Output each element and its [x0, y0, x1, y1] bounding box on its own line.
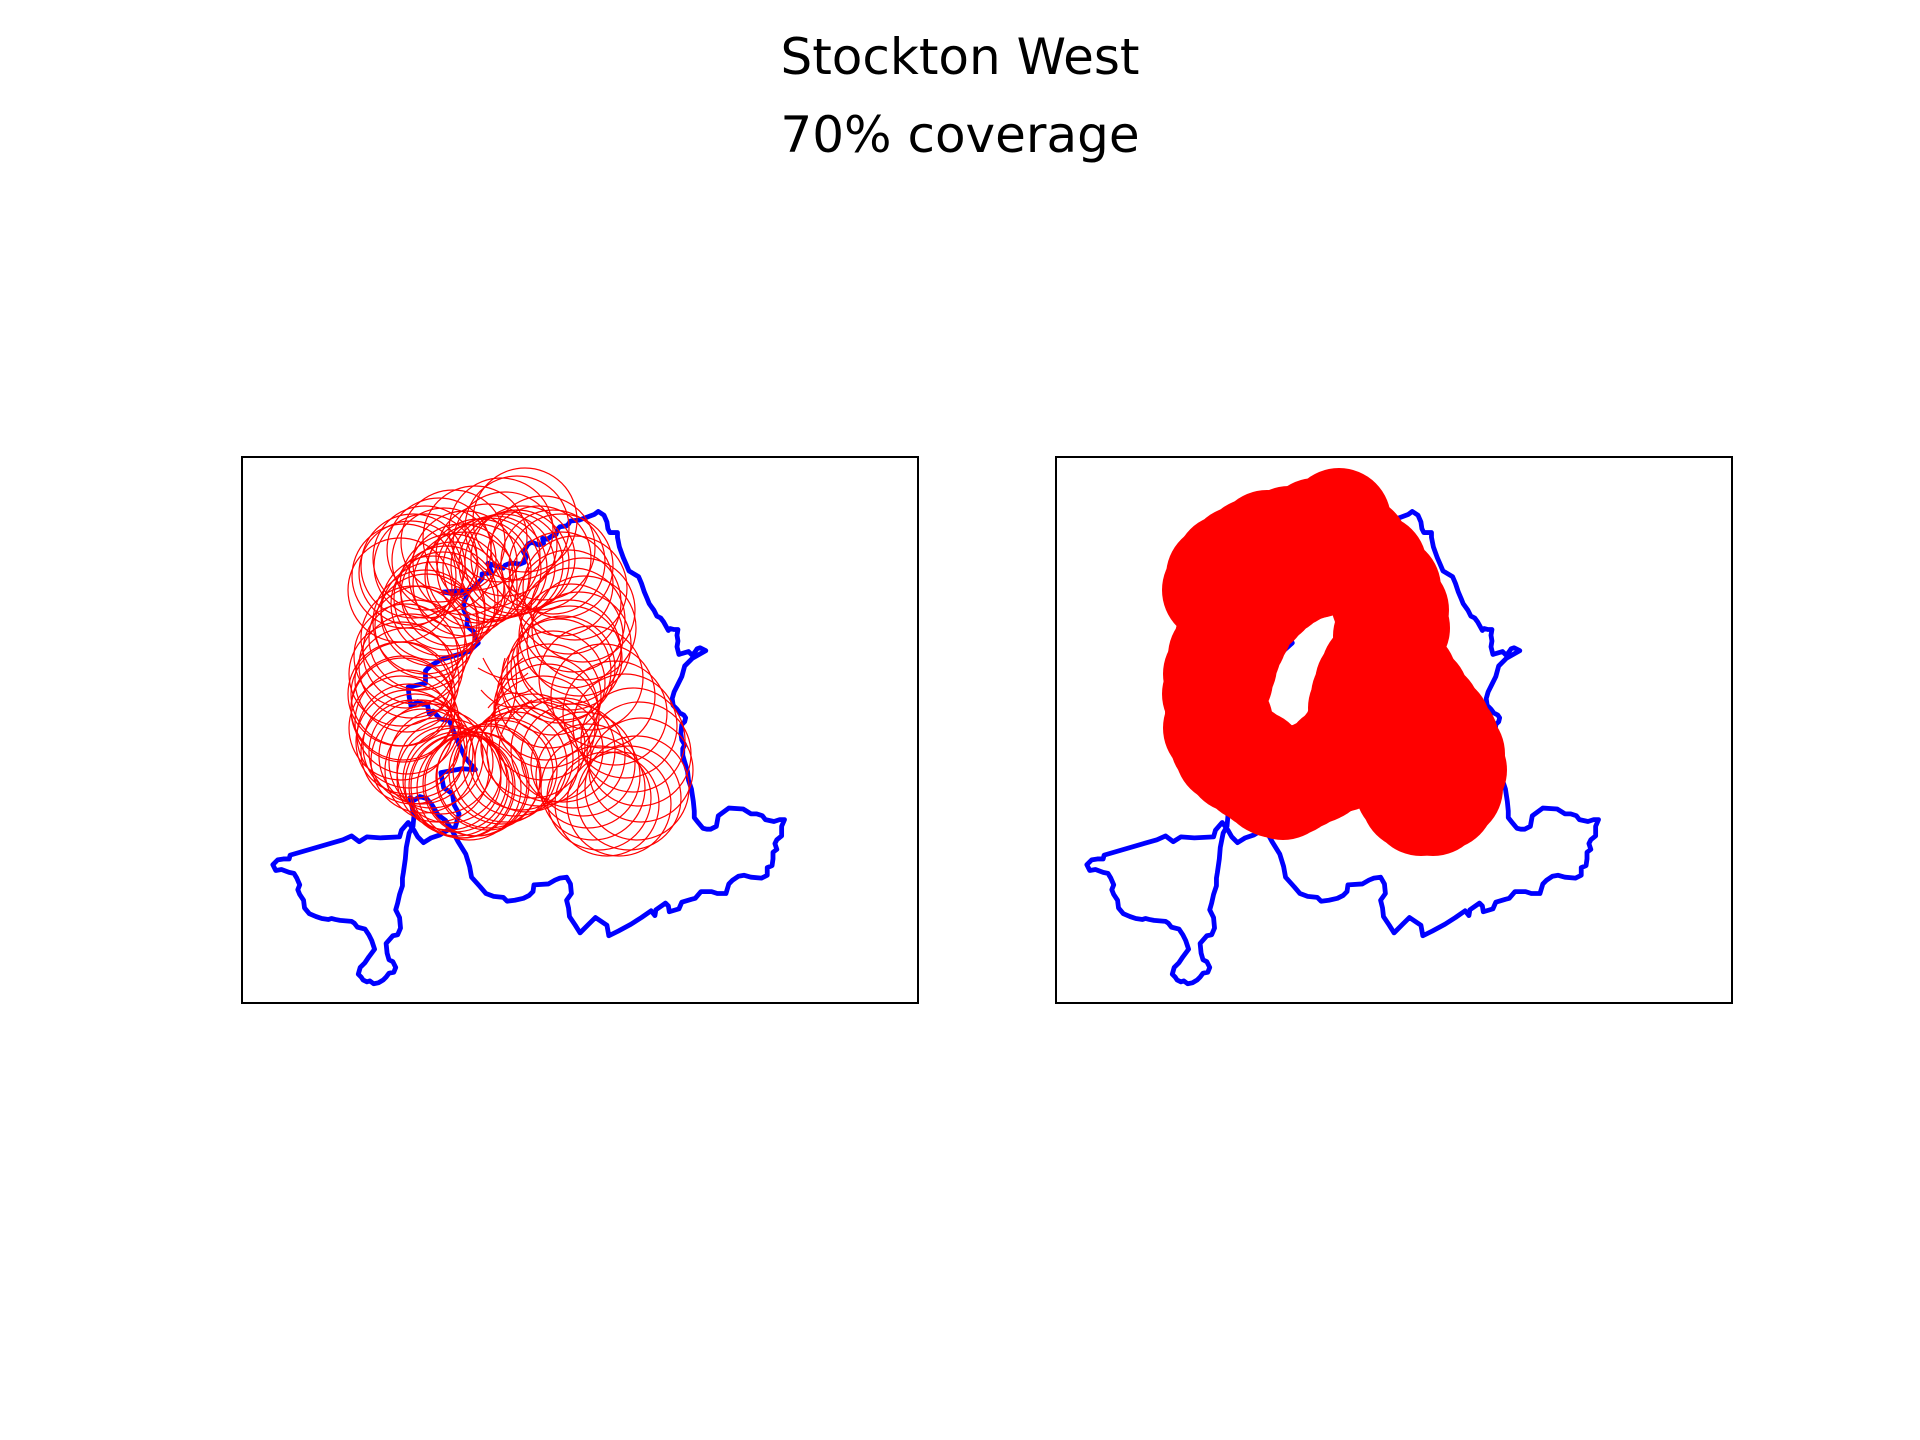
coverage-circle-outline: [452, 717, 558, 823]
map-left-svg: [270, 467, 787, 987]
coverage-circle-outline: [554, 751, 660, 857]
coverage-circle-outline: [402, 727, 508, 833]
coverage-circle-outline: [368, 699, 474, 805]
inner-connector-line: [492, 657, 524, 719]
inner-connector-line: [477, 667, 529, 680]
coverage-circle-outline: [500, 509, 606, 615]
coverage-circle-outline: [416, 735, 522, 841]
coverage-circle-outline: [358, 613, 464, 719]
coverage-circle-outline: [424, 523, 530, 629]
coverage-circle-outline: [442, 515, 548, 621]
figure-subtitle: 70% coverage: [780, 106, 1140, 164]
coverage-circle-outline: [516, 549, 622, 655]
figure-title-block: Stockton West 70% coverage: [0, 18, 1920, 174]
coverage-circle-outline: [540, 735, 646, 841]
coverage-circle-outline: [566, 751, 672, 857]
coverage-circle-outline: [576, 745, 682, 851]
coverage-fill-group: [1162, 468, 1507, 856]
coverage-circle-outline: [486, 701, 592, 807]
coverage-circle-outline: [508, 531, 614, 637]
coverage-circle-outline: [362, 693, 468, 799]
inner-connector-line: [480, 689, 533, 708]
inner-connector-line: [504, 655, 518, 727]
coverage-circle-outline: [500, 630, 606, 736]
inner-connector-line: [501, 657, 524, 719]
coverage-circle-outline: [450, 513, 556, 619]
coverage-circle-outline: [368, 585, 474, 691]
figure-title: Stockton West: [780, 28, 1140, 86]
coverage-circle-outline: [496, 643, 602, 749]
coverage-circle-outline: [360, 699, 466, 805]
coverage-circle-outline: [508, 513, 614, 619]
coverage-circle-outline: [448, 719, 554, 825]
coverage-circle-outline: [580, 687, 686, 793]
coverage-circle-outline: [393, 545, 499, 651]
coverage-circle-outline: [354, 669, 460, 775]
map-panel-right: [1055, 456, 1733, 1004]
inner-connector-lines: [477, 655, 536, 727]
coverage-circle-outline: [510, 697, 616, 803]
coverage-circle-outline: [388, 709, 494, 815]
coverage-circle-outline: [404, 731, 510, 837]
coverage-outline-group: [347, 467, 694, 857]
coverage-filled-circle: [1279, 510, 1383, 614]
coverage-circle-outline: [353, 603, 459, 709]
coverage-circle-outline: [422, 485, 528, 591]
coverage-circle-outline: [400, 541, 506, 647]
inner-connector-line: [487, 692, 536, 709]
coverage-circle-outline: [390, 551, 496, 657]
map-panel-left: [241, 456, 919, 1004]
map-right-svg: [1084, 468, 1601, 987]
inner-connector-line: [482, 657, 534, 695]
coverage-circle-outline: [562, 660, 668, 766]
coverage-circle-outline: [412, 531, 518, 637]
coverage-circle-outline: [538, 625, 644, 731]
coverage-circle-outline: [391, 507, 497, 613]
coverage-circle-outline: [546, 745, 652, 851]
coverage-circle-outline: [490, 675, 596, 781]
coverage-circle-outline: [380, 561, 486, 667]
coverage-circle-outline: [374, 573, 480, 679]
coverage-circle-outline: [522, 535, 628, 641]
coverage-circle-outline: [480, 693, 586, 799]
coverage-circle-outline: [378, 703, 484, 809]
coverage-circle-outline: [530, 711, 636, 817]
coverage-circle-outline: [348, 621, 454, 727]
coverage-circle-outline: [584, 735, 690, 841]
coverage-circle-outline: [436, 723, 542, 829]
coverage-circle-outline: [464, 509, 570, 615]
coverage-circle-outline: [535, 723, 641, 829]
